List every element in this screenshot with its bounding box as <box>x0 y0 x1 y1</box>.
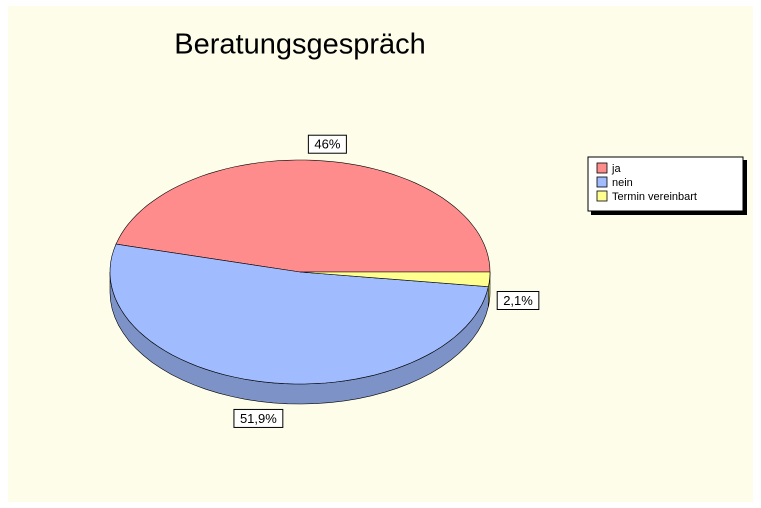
pie-slice <box>109 243 489 385</box>
legend-label: ja <box>611 163 621 175</box>
data-label-text: 46% <box>314 137 340 152</box>
legend-box <box>587 156 744 212</box>
data-label: 2,1% <box>496 290 540 310</box>
data-label: 51,9% <box>233 408 284 428</box>
legend-swatch <box>596 162 608 174</box>
data-label-box <box>496 290 540 310</box>
legend-label: nein <box>612 177 633 189</box>
data-label: 46% <box>307 134 347 154</box>
legend-label: Termin vereinbart <box>612 191 697 203</box>
pie-slice <box>299 271 491 288</box>
pie-slice <box>115 159 491 273</box>
chart-title: Beratungsgespräch <box>174 29 426 61</box>
legend: ja nein Termin vereinbart <box>587 156 747 215</box>
legend-swatch <box>596 176 608 188</box>
legend-swatch <box>596 190 608 202</box>
data-label-box <box>307 134 347 154</box>
data-label-text: 2,1% <box>503 293 533 308</box>
data-label-box <box>233 408 284 428</box>
data-label-text: 51,9% <box>240 411 277 426</box>
